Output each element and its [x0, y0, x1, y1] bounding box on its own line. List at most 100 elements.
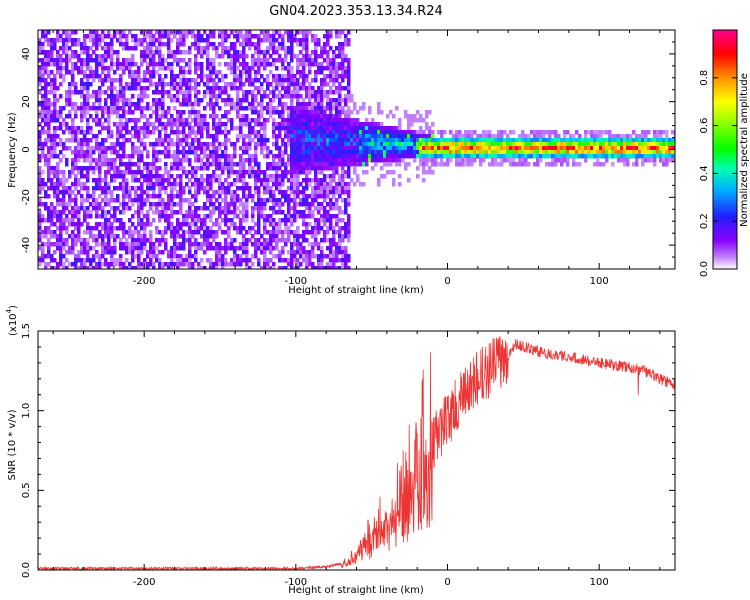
spectrogram-cell: [287, 142, 291, 147]
spectrogram-cell: [230, 202, 234, 207]
spectrogram-cell: [218, 54, 222, 59]
spectrogram-cell: [317, 162, 321, 167]
spectrogram-cell: [167, 94, 171, 99]
spectrogram-cell: [332, 106, 336, 111]
spectrogram-cell: [347, 146, 351, 151]
spectrogram-cell: [185, 230, 189, 235]
spectrogram-cell: [170, 226, 174, 231]
spectrogram-cell: [122, 154, 126, 159]
spectrogram-cell: [242, 218, 246, 223]
spectrogram-cell: [314, 42, 318, 47]
spectrogram-cell: [155, 158, 159, 163]
spectrogram-cell: [152, 70, 156, 75]
spectrogram-cell: [173, 74, 177, 79]
spectrogram-cell: [257, 38, 261, 43]
spectrogram-cell: [80, 58, 84, 63]
spectrogram-cell: [95, 34, 99, 39]
spectrogram-cell: [308, 110, 312, 115]
spectrogram-cell: [437, 150, 441, 155]
spectrogram-cell: [332, 142, 336, 147]
spectrogram-cell: [281, 62, 285, 67]
spectrogram-cell: [131, 86, 135, 91]
spectrogram-cell: [266, 266, 270, 269]
spectrogram-cell: [47, 102, 51, 107]
spectrogram-cell: [500, 154, 504, 159]
spectrogram-cell: [275, 230, 279, 235]
spectrogram-cell: [203, 202, 207, 207]
spectrogram-cell: [173, 78, 177, 83]
spectrogram-cell: [242, 202, 246, 207]
spectrogram-cell: [206, 38, 210, 43]
spectrogram-cell: [344, 222, 348, 227]
spectrogram-cell: [341, 58, 345, 63]
spectrogram-cell: [560, 138, 564, 143]
spectrogram-cell: [146, 70, 150, 75]
spectrogram-cell: [284, 194, 288, 199]
spectrogram-cell: [419, 138, 423, 143]
spectrogram-cell: [239, 146, 243, 151]
spectrogram-cell: [539, 130, 543, 135]
spectrogram-cell: [179, 258, 183, 263]
spectrogram-cell: [221, 38, 225, 43]
spectrogram-cell: [170, 118, 174, 123]
spectrogram-cell: [173, 58, 177, 63]
spectrogram-cell: [158, 74, 162, 79]
spectrogram-cell: [80, 50, 84, 55]
spectrogram-cell: [62, 226, 66, 231]
spectrogram-cell: [257, 134, 261, 139]
spectrogram-cell: [44, 30, 48, 35]
spectrogram-cell: [128, 218, 132, 223]
spectrogram-cell: [146, 118, 150, 123]
spectrogram-cell: [92, 202, 96, 207]
spectrogram-cell: [311, 38, 315, 43]
spectrogram-cell: [167, 34, 171, 39]
spectrogram-cell: [296, 30, 300, 35]
spectrogram-cell: [74, 162, 78, 167]
spectrogram-cell: [203, 114, 207, 119]
spectrogram-cell: [182, 198, 186, 203]
spectrogram-cell: [44, 226, 48, 231]
spectrogram-cell: [593, 130, 597, 135]
spectrogram-cell: [266, 162, 270, 167]
spectrogram-cell: [332, 250, 336, 255]
spectrogram-cell: [425, 138, 429, 143]
spectrogram-cell: [347, 62, 351, 67]
spectrogram-cell: [95, 114, 99, 119]
spectrogram-cell: [158, 78, 162, 83]
spectrogram-cell: [80, 138, 84, 143]
spectrogram-cell: [224, 126, 228, 131]
spectrogram-cell: [191, 210, 195, 215]
spectrogram-cell: [224, 242, 228, 247]
spectrogram-cell: [185, 62, 189, 67]
spectrogram-cell: [350, 150, 354, 155]
spectrogram-cell: [254, 170, 258, 175]
spectrogram-cell: [50, 86, 54, 91]
spectrogram-cell: [143, 234, 147, 239]
spectrogram-cell: [203, 46, 207, 51]
spectrogram-cell: [350, 122, 354, 127]
spectrogram-cell: [317, 62, 321, 67]
spectrogram-cell: [134, 170, 138, 175]
spectrogram-cell: [230, 58, 234, 63]
spectrogram-cell: [410, 130, 414, 135]
spectrogram-cell: [308, 242, 312, 247]
spectrogram-cell: [47, 30, 51, 35]
spectrogram-cell: [317, 178, 321, 183]
spectrogram-cell: [179, 242, 183, 247]
spectrogram-cell: [560, 146, 564, 151]
spectrogram-cell: [110, 222, 114, 227]
spectrogram-cell: [113, 102, 117, 107]
spectrogram-cell: [125, 166, 129, 171]
spectrogram-cell: [290, 94, 294, 99]
spectrogram-cell: [185, 254, 189, 259]
spectrogram-cell: [47, 50, 51, 55]
spectrogram-cell: [77, 226, 81, 231]
spectrogram-cell: [233, 190, 237, 195]
spectrogram-cell: [245, 146, 249, 151]
spectrogram-cell: [59, 142, 63, 147]
spectrogram-cell: [71, 54, 75, 59]
spectrogram-cell: [41, 46, 45, 51]
spectrogram-cell: [158, 114, 162, 119]
spectrogram-cell: [170, 162, 174, 167]
spectrogram-cell: [245, 266, 249, 269]
